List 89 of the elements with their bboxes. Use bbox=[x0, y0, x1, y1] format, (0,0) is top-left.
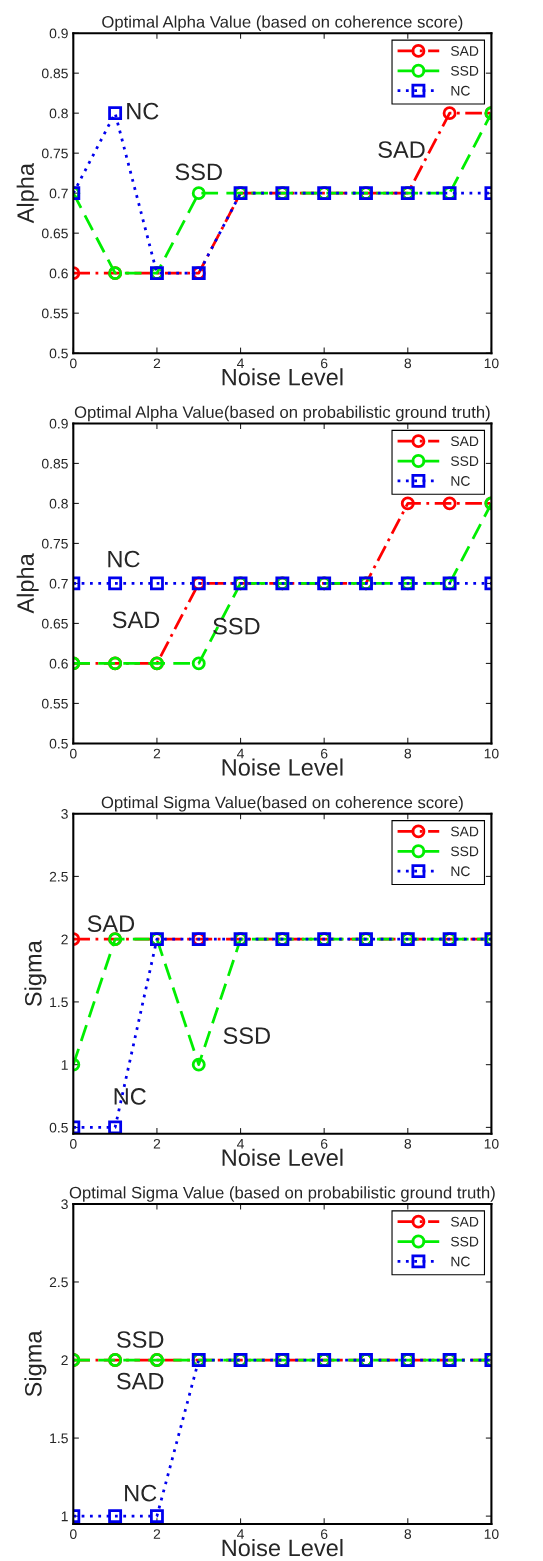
x-tick-label: 2 bbox=[153, 1529, 161, 1539]
y-tick-label: 2.5 bbox=[49, 871, 68, 882]
y-tick-label: 1.5 bbox=[50, 1433, 68, 1444]
x-axis-title: Noise Level bbox=[222, 758, 343, 776]
x-tick-label: 6 bbox=[321, 748, 328, 759]
legend-label: SAD bbox=[450, 46, 479, 56]
legend-label: NC bbox=[451, 866, 470, 877]
chart-title: Optimal Alpha Value (based on coherence score) bbox=[102, 15, 463, 32]
y-tick-label: 0.5 bbox=[49, 1122, 68, 1133]
y-tick-label: 1.5 bbox=[50, 997, 68, 1008]
y-tick-label: 3 bbox=[61, 809, 68, 819]
legend-label: SSD bbox=[450, 1236, 479, 1247]
x-tick-label: 8 bbox=[404, 358, 412, 369]
y-tick-label: 0.8 bbox=[49, 108, 68, 119]
annotation: SAD bbox=[378, 141, 425, 158]
y-tick-label: 0.75 bbox=[41, 148, 68, 159]
y-tick-label: 0.9 bbox=[49, 28, 68, 39]
y-tick-label: 1 bbox=[61, 1511, 68, 1522]
y-tick-label: 0.6 bbox=[49, 268, 68, 279]
y-tick-label: 0.65 bbox=[41, 228, 68, 239]
legend-label: SAD bbox=[450, 436, 479, 447]
legend-label: SAD bbox=[450, 1216, 479, 1227]
annotation: NC bbox=[108, 550, 140, 568]
annotation: NC bbox=[125, 1484, 157, 1502]
x-tick-label: 8 bbox=[404, 1529, 412, 1539]
y-tick-label: 0.9 bbox=[49, 418, 68, 429]
legend-label: SAD bbox=[450, 826, 479, 837]
y-tick-label: 0.7 bbox=[49, 578, 68, 589]
x-tick-label: 4 bbox=[237, 1139, 244, 1149]
x-tick-label: 10 bbox=[484, 748, 499, 759]
x-tick-label: 6 bbox=[321, 1138, 328, 1149]
y-tick-label: 0.7 bbox=[49, 188, 68, 199]
x-axis-title: Noise Level bbox=[222, 368, 343, 386]
x-tick-label: 4 bbox=[237, 748, 244, 759]
annotation: SSD bbox=[175, 163, 222, 181]
legend-label: SSD bbox=[450, 846, 479, 857]
y-tick-label: 2.5 bbox=[49, 1277, 68, 1288]
y-tick-label: 1 bbox=[61, 1060, 68, 1070]
x-tick-label: 4 bbox=[237, 358, 244, 369]
annotation: SSD bbox=[223, 1027, 270, 1045]
annotation: SAD bbox=[117, 1372, 164, 1390]
y-axis-title: Alpha bbox=[16, 162, 39, 224]
x-tick-label: 2 bbox=[153, 748, 161, 759]
x-tick-label: 0 bbox=[69, 748, 77, 759]
legend-label: NC bbox=[451, 476, 470, 486]
x-tick-label: 0 bbox=[69, 1529, 77, 1539]
annotation: SAD bbox=[112, 611, 160, 629]
x-tick-label: 2 bbox=[153, 1138, 161, 1149]
legend-label: SSD bbox=[450, 456, 479, 467]
x-axis-title: Noise Level bbox=[222, 1148, 343, 1167]
chart-title: Optimal Alpha Value(based on probabilistic ground truth) bbox=[74, 405, 490, 422]
y-tick-label: 0.85 bbox=[41, 68, 68, 79]
x-tick-label: 6 bbox=[321, 1529, 328, 1539]
chart-title: Optimal Sigma Value (based on probabilistic ground truth) bbox=[69, 1186, 495, 1202]
y-tick-label: 0.5 bbox=[49, 738, 68, 749]
y-axis-title: Sigma bbox=[24, 940, 47, 1007]
x-axis-title: Noise Level bbox=[222, 1538, 343, 1557]
y-axis-title: Sigma bbox=[24, 1330, 47, 1397]
y-axis-title: Alpha bbox=[16, 553, 39, 614]
y-tick-label: 3 bbox=[61, 1199, 68, 1210]
x-tick-label: 2 bbox=[153, 358, 161, 369]
x-tick-label: 0 bbox=[69, 1138, 77, 1149]
y-tick-label: 0.75 bbox=[41, 538, 68, 549]
chart-title: Optimal Sigma Value(based on coherence score) bbox=[101, 796, 463, 812]
legend-label: NC bbox=[451, 85, 470, 96]
y-tick-label: 0.5 bbox=[49, 348, 68, 359]
y-tick-label: 0.65 bbox=[41, 618, 68, 629]
y-tick-label: 2 bbox=[61, 934, 68, 945]
annotation: NC bbox=[127, 102, 159, 120]
annotation: SSD bbox=[213, 617, 260, 635]
y-tick-label: 0.55 bbox=[41, 308, 68, 319]
x-tick-label: 0 bbox=[69, 358, 77, 369]
legend-label: NC bbox=[451, 1256, 470, 1267]
x-tick-label: 4 bbox=[237, 1529, 244, 1539]
annotation: SSD bbox=[117, 1331, 164, 1348]
y-tick-label: 0.6 bbox=[49, 658, 68, 669]
x-tick-label: 8 bbox=[404, 1138, 412, 1149]
x-tick-label: 10 bbox=[484, 1529, 499, 1539]
y-tick-label: 2 bbox=[61, 1355, 68, 1366]
x-tick-label: 8 bbox=[404, 748, 412, 759]
x-tick-label: 6 bbox=[321, 358, 328, 369]
annotation: SAD bbox=[87, 915, 135, 933]
legend-label: SSD bbox=[450, 65, 479, 76]
annotation: NC bbox=[114, 1088, 146, 1105]
y-tick-label: 0.55 bbox=[41, 698, 68, 709]
y-tick-label: 0.8 bbox=[49, 498, 68, 509]
y-tick-label: 0.85 bbox=[41, 458, 68, 469]
x-tick-label: 10 bbox=[484, 1138, 499, 1149]
x-tick-label: 10 bbox=[484, 358, 499, 369]
